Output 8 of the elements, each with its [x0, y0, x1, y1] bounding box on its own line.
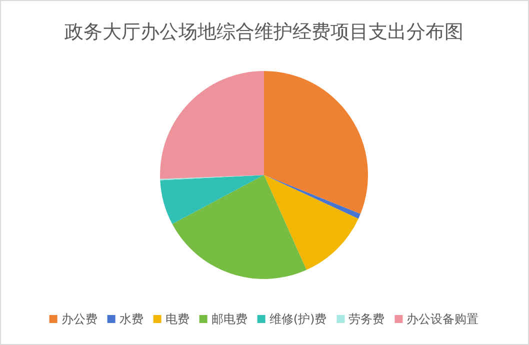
legend-label: 邮电费 [211, 312, 248, 326]
legend-label: 电费 [165, 312, 190, 326]
legend-label: 维修(护)费 [269, 312, 327, 326]
legend-label: 劳务费 [348, 312, 385, 326]
legend-label: 办公费 [61, 312, 98, 326]
chart-title: 政务大厅办公场地综合维护经费项目支出分布图 [64, 21, 464, 43]
legend-label: 水费 [119, 312, 144, 326]
legend-label: 办公设备购置 [406, 312, 479, 326]
